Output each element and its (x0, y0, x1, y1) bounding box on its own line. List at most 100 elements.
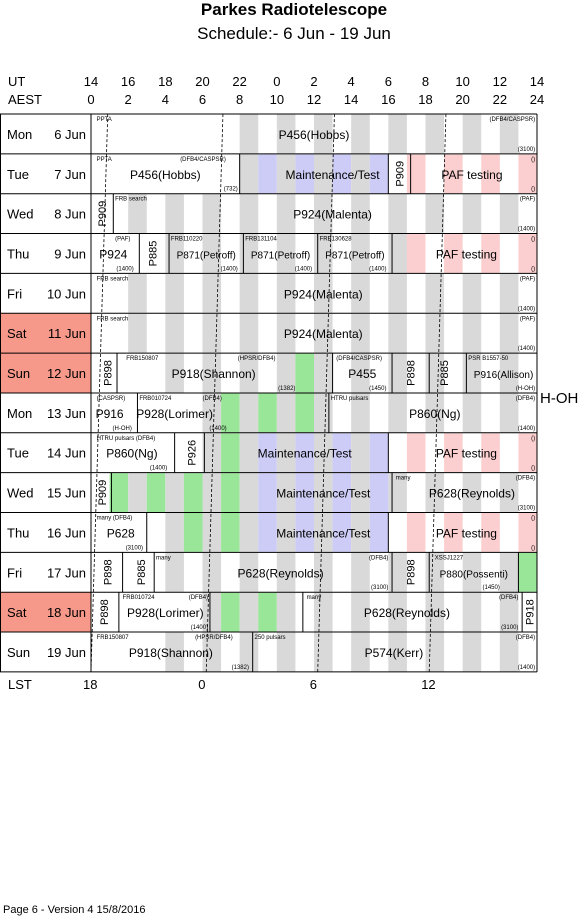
project-label: Maintenance/Test (258, 447, 353, 461)
side-receiver-label: H-OH (540, 390, 578, 407)
day-date: 7 Jun (54, 167, 86, 182)
band-grey (499, 592, 519, 632)
day-name: Sat (7, 605, 27, 620)
day-cell (0, 114, 91, 154)
project-note: (1400) (209, 426, 226, 432)
band-grey (276, 433, 296, 473)
band-blue (332, 154, 352, 194)
ut-tick: 6 (384, 74, 392, 89)
project-note: (3100) (501, 625, 518, 631)
band-grey (351, 353, 370, 393)
project-note: FRB130628 (320, 237, 353, 243)
band-green (518, 552, 537, 592)
band-grey (239, 393, 259, 433)
band-grey (314, 234, 333, 273)
band-pink (406, 154, 426, 194)
band-pink (481, 513, 500, 552)
project-note: (1400) (150, 466, 167, 472)
band-grey (314, 433, 333, 473)
project-note: many (396, 476, 411, 482)
project-note: (732) (224, 187, 238, 193)
band-grey (202, 473, 222, 512)
ut-tick: 12 (492, 74, 508, 89)
project-note: HTRU pulsars (331, 396, 369, 402)
band-grey (165, 353, 184, 393)
day-name: Fri (7, 565, 22, 580)
project-label: P916(Allison) (474, 370, 533, 381)
project-note: (HPSR/DFB4) (238, 356, 276, 362)
project-note: many (DFB4) (97, 516, 133, 522)
day-date: 11 Jun (48, 326, 86, 341)
band-grey (202, 234, 222, 273)
project-note: FRB150807 (97, 635, 130, 641)
band-green (183, 473, 203, 512)
band-grey (314, 473, 333, 512)
project-label: P880(Possenti) (440, 569, 508, 580)
lst-tick: 6 (309, 677, 317, 692)
lst-tick: 0 (198, 677, 206, 692)
project-note: () (531, 436, 535, 442)
band-grey (239, 632, 259, 672)
project-label: P628(Reynolds) (364, 606, 450, 620)
day-cell (0, 432, 91, 473)
band-grey (351, 234, 370, 273)
project-note: FRB search (97, 276, 129, 282)
project-note: PPTA (97, 157, 112, 163)
band-grey (425, 353, 445, 393)
project-label: P860(Ng) (409, 407, 460, 421)
project-label: P918(Shannon) (172, 367, 256, 381)
band-grey (462, 194, 482, 234)
band-grey (462, 353, 482, 393)
project-note: () (531, 516, 535, 522)
project-note: () (531, 187, 535, 193)
band-grey (388, 313, 407, 353)
aest-tick: 18 (418, 92, 433, 107)
day-date: 14 Jun (47, 446, 86, 461)
ut-tick: 16 (120, 74, 136, 89)
band-grey (499, 353, 519, 393)
project-note: (CASPSR) (97, 396, 126, 402)
project-label: P871(Petroff) (251, 250, 310, 261)
band-pink (444, 433, 463, 473)
band-grey (462, 393, 482, 433)
project-note: () (531, 237, 535, 243)
day-name: Fri (7, 286, 22, 301)
project-label-vertical: P898 (103, 360, 115, 386)
day-date: 18 Jun (47, 605, 86, 620)
project-note: (1382) (278, 386, 295, 392)
project-label-vertical: P909 (97, 201, 109, 227)
project-label: P628(Reynolds) (429, 487, 515, 501)
project-note: XSSJ1227 (435, 555, 464, 561)
day-date: 12 Jun (47, 366, 86, 381)
band-blue (258, 473, 277, 512)
project-note: (PAF) (115, 237, 130, 243)
band-grey (165, 234, 184, 273)
band-grey (276, 552, 296, 592)
band-grey (499, 114, 519, 154)
project-note: (DFB4) (203, 396, 222, 402)
band-grey (202, 433, 222, 473)
band-grey (462, 552, 482, 592)
project-note: (3100) (518, 147, 535, 153)
ut-tick: 20 (195, 74, 210, 89)
band-grey (351, 632, 370, 672)
ut-tick: 22 (232, 74, 247, 89)
schedule-subtitle: Schedule:- 6 Jun - 19 Jun (197, 24, 391, 43)
day-name: Wed (7, 486, 34, 501)
band-grey (351, 114, 370, 154)
project-note: FRB010724 (139, 396, 172, 402)
project-label-vertical: P898 (103, 559, 115, 585)
project-label: P928(Lorimer) (136, 407, 213, 421)
project-note: (1400) (518, 426, 535, 432)
day-name: Tue (7, 446, 29, 461)
band-blue (295, 154, 314, 194)
band-blue (258, 154, 277, 194)
band-grey (462, 114, 482, 154)
band-grey (351, 194, 370, 234)
project-label-vertical: P898 (99, 599, 111, 625)
band-grey (165, 273, 184, 313)
band-grey (202, 592, 222, 632)
project-note: (DFB4/CASPSR) (489, 117, 535, 123)
ut-label: UT (8, 74, 26, 89)
